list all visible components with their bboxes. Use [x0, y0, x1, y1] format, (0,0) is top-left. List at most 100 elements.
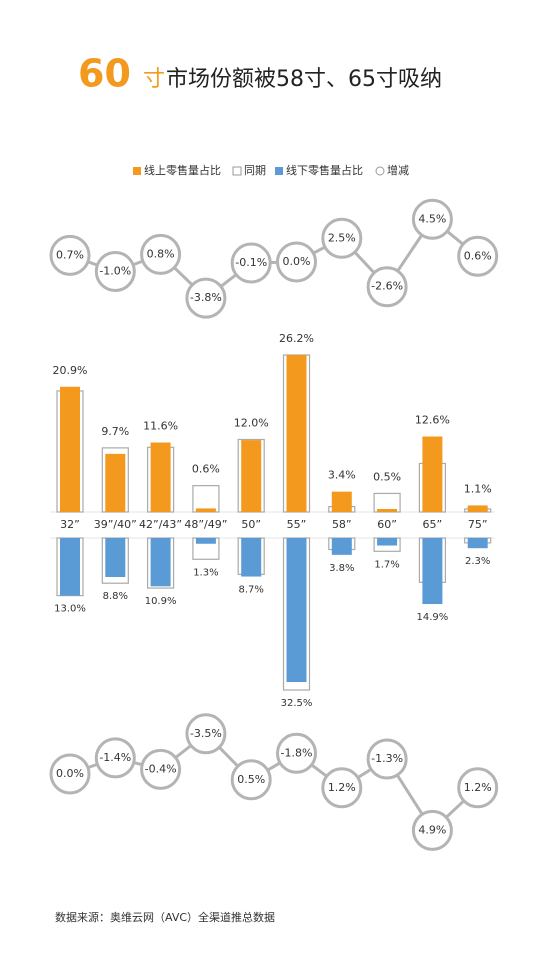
change-marker: [366, 266, 408, 308]
change-line: [69, 731, 479, 833]
change-marker: [230, 759, 272, 801]
data-label: 2.3%: [465, 556, 490, 567]
change-marker: [457, 767, 499, 809]
data-label: 14.9%: [417, 612, 449, 623]
category-label: 32”: [60, 518, 80, 531]
bar: [60, 538, 80, 596]
bar: [105, 453, 126, 512]
data-label: 3.4%: [328, 469, 356, 482]
legend-swatch: [275, 167, 283, 175]
data-label: 12.6%: [415, 413, 450, 426]
change-label: -1.4%: [99, 751, 131, 764]
category-label: 55”: [287, 518, 307, 531]
category-label: 58”: [332, 518, 352, 531]
change-label: -2.6%: [371, 280, 403, 293]
bar: [331, 491, 352, 512]
legend-swatch: [232, 166, 242, 176]
data-label: 13.0%: [54, 604, 86, 615]
change-marker: [49, 234, 91, 276]
legend-swatch: [375, 166, 385, 176]
change-label: 4.5%: [418, 212, 446, 225]
legend-label: 增减: [387, 163, 409, 177]
legend-label: 线下零售量占比: [286, 163, 363, 177]
data-label: 11.6%: [143, 419, 178, 432]
title-unit: 寸: [143, 67, 165, 92]
bar: [241, 440, 262, 512]
change-marker: [276, 732, 317, 774]
change-label: 1.2%: [464, 781, 492, 794]
data-label: 12.0%: [234, 416, 269, 429]
change-marker: [185, 277, 227, 319]
bar: [195, 538, 216, 544]
change-label: 0.5%: [237, 773, 265, 786]
prior-bar: [192, 485, 220, 513]
change-marker: [94, 737, 136, 779]
category-label: 42”/43”: [139, 518, 182, 531]
data-label: 32.5%: [281, 698, 313, 709]
data-label: 1.7%: [374, 559, 399, 570]
change-label: 0.6%: [464, 249, 492, 262]
change-marker: [230, 242, 272, 284]
change-label: -0.4%: [145, 762, 177, 775]
bar: [422, 538, 443, 605]
category-label: 60”: [377, 518, 397, 531]
change-marker: [366, 738, 408, 780]
category-label: 50”: [241, 518, 261, 531]
bar: [377, 538, 398, 546]
legend-label: 线上零售量占比: [144, 163, 221, 177]
change-label: -1.3%: [371, 752, 403, 765]
change-label: 0.7%: [56, 248, 84, 261]
change-label: -3.5%: [190, 727, 222, 740]
change-label: 0.0%: [283, 255, 311, 268]
bar: [467, 505, 488, 512]
change-label: 1.2%: [328, 781, 356, 794]
data-label: 1.1%: [464, 482, 492, 495]
bar: [422, 436, 443, 512]
change-marker: [140, 748, 182, 790]
bar: [150, 442, 171, 512]
change-marker: [457, 235, 499, 277]
category-label: 65”: [423, 518, 443, 531]
data-label: 8.7%: [238, 585, 263, 596]
data-label: 0.5%: [373, 470, 401, 483]
change-line: [69, 217, 479, 301]
change-label: 4.9%: [418, 823, 446, 836]
change-marker: [276, 241, 317, 283]
bar: [195, 508, 216, 512]
legend-label: 同期: [244, 164, 266, 177]
data-label: 0.6%: [192, 463, 220, 476]
source: 数据来源：奥维云网（AVC）全渠道推总数据: [55, 910, 275, 924]
bar: [150, 538, 171, 587]
bar: [286, 355, 307, 512]
bar: [241, 538, 262, 577]
bar: [105, 538, 126, 577]
change-marker: [94, 251, 136, 292]
change-label: -3.8%: [190, 291, 222, 304]
change-label: -0.1%: [235, 256, 267, 269]
change-marker: [321, 217, 363, 259]
data-label: 10.9%: [145, 596, 177, 607]
change-label: 0.8%: [147, 247, 175, 260]
category-label: 39”/40”: [94, 518, 137, 531]
data-label: 20.9%: [53, 364, 88, 377]
change-marker: [49, 753, 91, 795]
bar: [286, 538, 307, 683]
category-label: 48”/49”: [184, 518, 227, 531]
bar: [331, 538, 352, 555]
data-label: 3.8%: [329, 563, 354, 574]
data-label: 9.7%: [101, 425, 129, 438]
change-marker: [411, 809, 453, 851]
bar: [467, 538, 488, 549]
title-number: 60: [78, 52, 131, 96]
change-marker: [321, 767, 363, 809]
change-marker: [185, 713, 227, 755]
change-label: -1.0%: [99, 265, 131, 278]
data-label: 1.3%: [193, 567, 218, 578]
change-label: 0.0%: [56, 767, 84, 780]
data-label: 8.8%: [103, 591, 128, 602]
change-marker: [140, 233, 182, 275]
change-label: 2.5%: [328, 231, 356, 244]
change-marker: [411, 198, 453, 240]
